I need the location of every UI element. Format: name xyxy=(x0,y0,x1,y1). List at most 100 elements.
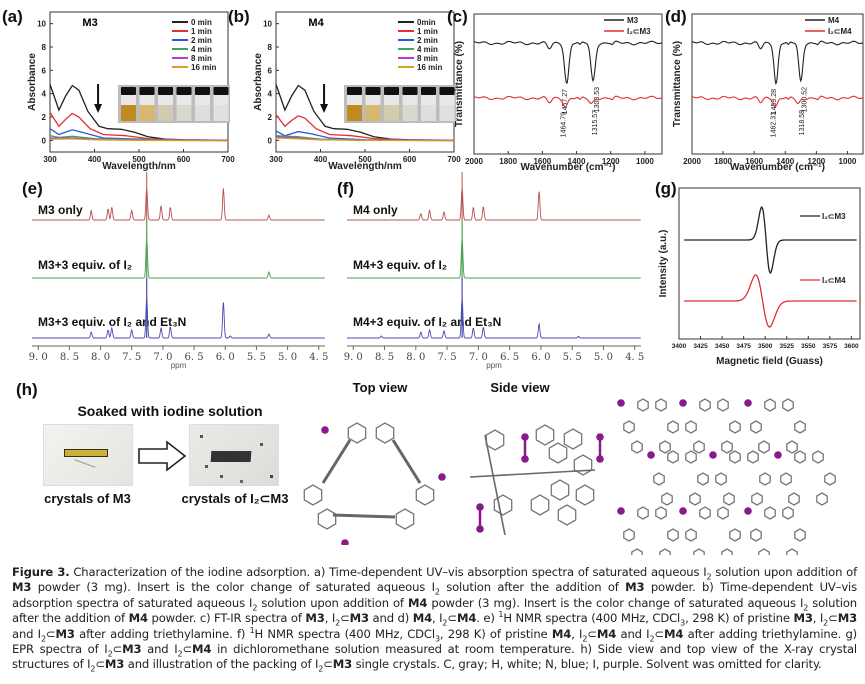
packing-ring xyxy=(794,420,806,434)
caption-segment: M3 xyxy=(305,611,325,626)
vial-glass xyxy=(384,95,399,105)
vial-cap xyxy=(121,87,136,95)
spectrum-label: M4 only xyxy=(353,203,398,217)
caption-segment: M4 xyxy=(407,595,428,610)
x-tick-label: 400 xyxy=(88,155,102,164)
vial-cap xyxy=(158,87,173,95)
caption-segment: , I xyxy=(812,611,824,626)
packing-iodine xyxy=(744,507,752,515)
packing-ring xyxy=(794,450,806,464)
legend-label: M3 xyxy=(627,16,639,25)
epr-series-line xyxy=(684,205,857,275)
x-tick-label: 600 xyxy=(177,155,191,164)
panel-label: (e) xyxy=(22,179,43,198)
caption-segment: 2 xyxy=(90,664,96,674)
packing-ring xyxy=(699,506,711,520)
x-tick-label: 1000 xyxy=(839,157,857,166)
series-line-16min xyxy=(49,138,229,142)
packing-ring xyxy=(812,450,824,464)
caption-segment: powder (3 mg). Insert is the color chang… xyxy=(427,595,804,610)
x-tick-label: 3575 xyxy=(823,343,838,350)
vial-liquid xyxy=(347,105,362,121)
legend-label: 8 min xyxy=(191,54,212,63)
caption-segment: ⊂ xyxy=(828,611,838,626)
packing-iodine xyxy=(617,507,625,515)
x-tick-label: 3550 xyxy=(801,343,816,350)
crystal-m3-label: crystals of M3 xyxy=(44,491,131,506)
vial-glass xyxy=(421,95,436,105)
benzene-ring xyxy=(575,484,595,506)
x-tick-label: 1200 xyxy=(602,157,620,166)
debris xyxy=(200,435,203,438)
caption-segment: M4 xyxy=(456,611,477,626)
y-tick-label: 10 xyxy=(37,20,46,29)
x-tick-label: 7. 5 xyxy=(438,352,457,363)
x-tick-label: 1600 xyxy=(745,157,763,166)
caption-segment: 2 xyxy=(335,618,341,628)
nmr-spectrum-line xyxy=(347,297,641,339)
caption-segment: M4 xyxy=(596,626,617,641)
vial-glass xyxy=(347,95,362,105)
packing-ring xyxy=(693,440,705,454)
iodine-atom xyxy=(521,455,529,463)
nmr-spectrum-line xyxy=(347,237,641,279)
y-tick-label: 0 xyxy=(268,136,273,145)
benzene-ring xyxy=(573,454,593,476)
x-tick-label: 1200 xyxy=(807,157,825,166)
legend-label: I₂⊂M3 xyxy=(627,27,651,36)
packing-ring xyxy=(729,450,741,464)
packing-ring xyxy=(655,506,667,520)
packing-ring xyxy=(717,506,729,520)
x-tick-label: 3450 xyxy=(715,343,730,350)
dark-crystal xyxy=(210,451,252,462)
caption-segment: 2 xyxy=(803,603,809,613)
packing-iodine xyxy=(774,451,782,459)
packing-iodine xyxy=(679,507,687,515)
legend-label: I₂⊂M4 xyxy=(822,276,846,285)
panel-h-label: (h) xyxy=(16,380,38,399)
packing-ring xyxy=(782,506,794,520)
uv-vis-chart-m3: (a) 300 400 500 600 700 0 2 4 6 8 10 Wavelength/nm Ab… xyxy=(2,7,235,172)
down-arrow-icon xyxy=(320,104,329,113)
top-view-structure xyxy=(303,422,446,545)
iodine-atom xyxy=(438,473,446,481)
vial-cap xyxy=(402,87,418,95)
packing-ring xyxy=(637,506,649,520)
x-tick-label: 500 xyxy=(358,155,372,164)
vial-liquid xyxy=(158,105,173,121)
nmr-chart-m3: (e) M3 only M3+3 equiv. of I₂ M3+3 equiv. o… xyxy=(22,172,328,370)
packing-ring xyxy=(816,492,828,506)
x-tick-label: 5. 5 xyxy=(563,352,582,363)
x-tick-label: 3425 xyxy=(693,343,708,350)
vial-inset xyxy=(118,85,230,123)
vial-liquid xyxy=(195,105,210,121)
ftir-chart-m4: (d) 2000 1800 1600 1400 1200 1000 Wavenumber (c… xyxy=(665,7,864,172)
caption-segment: solution upon addition of xyxy=(711,565,858,579)
x-axis-label: Wavelength/nm xyxy=(102,161,176,172)
peak-annotation: 1457.27 xyxy=(562,89,569,114)
x-tick-label: 8. 0 xyxy=(91,352,110,363)
x-tick-label: 700 xyxy=(221,155,235,164)
caption-segment: after adding triethylamine. g) EPR spect… xyxy=(12,626,858,657)
packing-ring xyxy=(750,528,762,542)
legend-label: 0 min xyxy=(191,18,212,27)
vial-glass xyxy=(176,95,192,105)
caption-segment: 2 xyxy=(252,603,258,613)
caption-segment: ⊂ xyxy=(447,611,457,626)
epr-chart: (g) 3400 3425 3450 3475 3500 3525 3550 3575 3600 M… xyxy=(655,179,861,367)
packing-ring xyxy=(699,398,711,412)
x-tick-label: 6. 5 xyxy=(185,352,204,363)
ftir-chart-m3: (c) 2000 1800 1600 1400 1200 1000 Wavenumber (c… xyxy=(447,7,663,172)
nmr-spectrum-line xyxy=(32,297,325,339)
vial-liquid xyxy=(421,105,436,121)
legend-label: I₂⊂M3 xyxy=(822,212,846,221)
x-tick-label: 1800 xyxy=(499,157,517,166)
packing-ring xyxy=(717,398,729,412)
benzene-ring xyxy=(557,504,577,526)
x-tick-label: 7. 0 xyxy=(469,352,488,363)
caption-segment: and I xyxy=(12,626,41,641)
caption-segment: 2 xyxy=(823,618,829,628)
iodine-atom xyxy=(341,539,349,545)
packing-ring xyxy=(667,420,679,434)
packing-ring xyxy=(751,492,763,506)
